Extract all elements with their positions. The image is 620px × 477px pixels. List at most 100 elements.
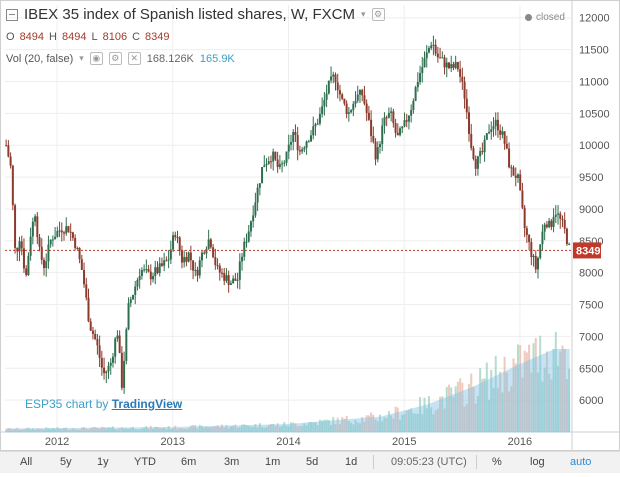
- candle-body[interactable]: [321, 106, 324, 115]
- candle-body[interactable]: [145, 269, 148, 271]
- candle-body[interactable]: [354, 100, 357, 104]
- candle-body[interactable]: [160, 263, 163, 266]
- candle-body[interactable]: [196, 269, 199, 276]
- candle-body[interactable]: [65, 226, 68, 234]
- candle-body[interactable]: [492, 126, 495, 130]
- candle-body[interactable]: [441, 57, 444, 59]
- candle-body[interactable]: [430, 45, 433, 49]
- candle-body[interactable]: [147, 269, 150, 272]
- candle-body[interactable]: [332, 74, 335, 77]
- candle-body[interactable]: [11, 165, 14, 206]
- candle-body[interactable]: [423, 58, 426, 68]
- candle-body[interactable]: [436, 53, 439, 58]
- candle-body[interactable]: [421, 67, 424, 74]
- candle-body[interactable]: [183, 256, 186, 263]
- candle-body[interactable]: [519, 174, 522, 191]
- candle-body[interactable]: [392, 111, 395, 124]
- candle-body[interactable]: [394, 123, 397, 133]
- candle-body[interactable]: [236, 279, 239, 281]
- candle-body[interactable]: [209, 239, 212, 248]
- candle-body[interactable]: [425, 52, 428, 59]
- candle-body[interactable]: [63, 232, 66, 234]
- candle-body[interactable]: [456, 61, 459, 70]
- candle-body[interactable]: [488, 131, 491, 134]
- candle-body[interactable]: [557, 213, 560, 215]
- candle-body[interactable]: [69, 231, 72, 233]
- range-5d-button[interactable]: 5d: [306, 456, 319, 468]
- candle-body[interactable]: [136, 280, 139, 287]
- candle-body[interactable]: [111, 356, 114, 363]
- candle-body[interactable]: [548, 220, 551, 228]
- candle-body[interactable]: [67, 226, 70, 232]
- candle-body[interactable]: [330, 76, 333, 81]
- candle-body[interactable]: [543, 224, 546, 232]
- candle-body[interactable]: [361, 89, 364, 96]
- candle-body[interactable]: [508, 148, 511, 168]
- candle-body[interactable]: [499, 130, 502, 135]
- candle-body[interactable]: [89, 321, 92, 331]
- candle-body[interactable]: [372, 136, 375, 142]
- candle-body[interactable]: [463, 81, 466, 99]
- candle-body[interactable]: [461, 76, 464, 82]
- candle-body[interactable]: [401, 126, 404, 129]
- candle-body[interactable]: [180, 250, 183, 263]
- candle-body[interactable]: [285, 151, 288, 163]
- candle-body[interactable]: [216, 265, 219, 267]
- candle-body[interactable]: [131, 294, 134, 300]
- candle-body[interactable]: [289, 142, 292, 145]
- candle-body[interactable]: [83, 269, 86, 285]
- candle-body[interactable]: [283, 162, 286, 164]
- candle-body[interactable]: [5, 145, 8, 147]
- candle-body[interactable]: [14, 205, 17, 248]
- candle-body[interactable]: [272, 151, 275, 162]
- candle-body[interactable]: [187, 252, 190, 262]
- candle-body[interactable]: [87, 297, 90, 322]
- candle-body[interactable]: [459, 69, 462, 77]
- candle-body[interactable]: [261, 167, 264, 184]
- candle-body[interactable]: [485, 133, 488, 140]
- candle-body[interactable]: [452, 64, 455, 68]
- candle-body[interactable]: [203, 252, 206, 254]
- candle-body[interactable]: [232, 278, 235, 284]
- candle-body[interactable]: [189, 252, 192, 261]
- candle-body[interactable]: [129, 299, 132, 304]
- candle-body[interactable]: [249, 221, 252, 232]
- candle-body[interactable]: [29, 236, 32, 256]
- candle-body[interactable]: [167, 259, 170, 261]
- candle-body[interactable]: [536, 257, 539, 270]
- candle-body[interactable]: [534, 255, 537, 270]
- candle-body[interactable]: [358, 89, 361, 95]
- candle-body[interactable]: [91, 330, 94, 334]
- candle-body[interactable]: [481, 151, 484, 153]
- candle-body[interactable]: [296, 134, 299, 151]
- candle-body[interactable]: [194, 269, 197, 271]
- candle-body[interactable]: [427, 48, 430, 53]
- candle-body[interactable]: [258, 183, 261, 188]
- settings-icon[interactable]: ⚙: [371, 8, 385, 21]
- candle-body[interactable]: [541, 231, 544, 245]
- candle-body[interactable]: [22, 248, 25, 269]
- candle-body[interactable]: [298, 150, 301, 152]
- candle-body[interactable]: [127, 303, 130, 330]
- candle-body[interactable]: [247, 231, 250, 242]
- candle-body[interactable]: [523, 207, 526, 229]
- candle-body[interactable]: [483, 139, 486, 153]
- candle-body[interactable]: [334, 74, 337, 83]
- candle-body[interactable]: [47, 244, 50, 262]
- candle-body[interactable]: [149, 271, 152, 280]
- candle-body[interactable]: [120, 352, 123, 388]
- volume-indicator-label[interactable]: Vol (20, false): [6, 52, 74, 65]
- candle-body[interactable]: [450, 64, 453, 69]
- candle-body[interactable]: [96, 339, 99, 346]
- range-6m-button[interactable]: 6m: [181, 456, 197, 468]
- candle-body[interactable]: [42, 259, 45, 269]
- candle-body[interactable]: [123, 360, 126, 388]
- candle-body[interactable]: [294, 132, 297, 135]
- candle-body[interactable]: [468, 112, 471, 134]
- candle-body[interactable]: [107, 365, 110, 372]
- candle-body[interactable]: [85, 284, 88, 298]
- candle-body[interactable]: [338, 90, 341, 95]
- close-icon[interactable]: ✕: [127, 52, 141, 65]
- candle-body[interactable]: [347, 112, 350, 114]
